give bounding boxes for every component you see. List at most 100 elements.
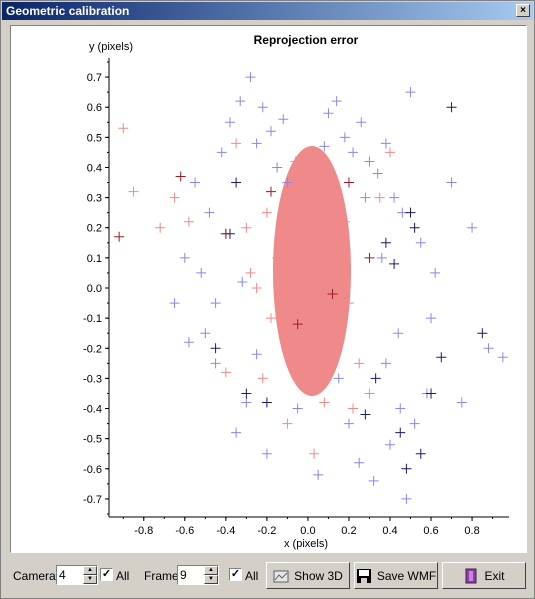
camera-all-label: All: [116, 569, 130, 583]
frame-down-button[interactable]: ▼: [204, 575, 218, 584]
exit-button[interactable]: Exit: [442, 562, 526, 589]
dense-error-cluster: [273, 146, 351, 396]
data-point: [313, 469, 324, 480]
data-point: [265, 186, 276, 197]
data-point: [467, 222, 478, 233]
frame-up-button[interactable]: ▲: [204, 566, 218, 575]
data-point: [282, 177, 293, 188]
x-axis-label: x (pixels): [284, 538, 328, 550]
data-point: [265, 313, 276, 324]
data-point: [415, 448, 426, 459]
data-point: [343, 177, 354, 188]
data-point: [426, 388, 437, 399]
data-point: [446, 102, 457, 113]
y-tick-label: -0.5: [83, 434, 102, 446]
data-point: [231, 138, 242, 149]
camera-down-button[interactable]: ▼: [83, 575, 97, 584]
data-point: [155, 222, 166, 233]
save-icon: [356, 568, 371, 583]
data-point: [224, 117, 235, 128]
data-point: [497, 352, 508, 363]
camera-all-checkbox[interactable]: ✓: [100, 568, 113, 581]
data-point: [409, 418, 420, 429]
frame-all-checkbox[interactable]: ✓: [229, 568, 242, 581]
data-point: [196, 267, 207, 278]
data-point: [292, 403, 303, 414]
y-tick-label: 0.5: [87, 132, 102, 144]
camera-up-button[interactable]: ▲: [83, 566, 97, 575]
save-wmf-label: Save WMF: [376, 568, 437, 583]
data-point: [175, 171, 186, 182]
show-3d-button[interactable]: Show 3D: [266, 562, 350, 589]
title-bar[interactable]: Geometric calibration ×: [2, 2, 533, 20]
y-tick-label: -0.6: [83, 464, 102, 476]
y-tick-label: -0.4: [83, 404, 102, 416]
x-tick-label: 0.4: [382, 525, 397, 537]
y-tick-label: -0.7: [83, 494, 102, 506]
data-point: [376, 252, 387, 263]
data-point: [241, 397, 252, 408]
save-wmf-button[interactable]: Save WMF: [354, 562, 438, 589]
data-point: [309, 448, 320, 459]
reprojection-error-chart: Reprojection error y (pixels) x (pixels)…: [83, 33, 509, 550]
data-point: [405, 87, 416, 98]
data-points: [114, 72, 508, 504]
data-point: [257, 373, 268, 384]
show-3d-label: Show 3D: [294, 568, 343, 583]
data-point: [251, 283, 262, 293]
data-point: [282, 298, 293, 309]
data-point: [331, 96, 342, 107]
camera-input[interactable]: [59, 567, 83, 582]
data-point: [220, 228, 231, 239]
data-point: [251, 138, 262, 149]
data-point: [343, 418, 354, 429]
data-point: [274, 246, 285, 257]
frame-label: Frame:: [144, 569, 183, 583]
data-point: [364, 252, 375, 263]
data-point: [354, 457, 365, 468]
data-point: [251, 349, 262, 360]
y-tick-label: -0.1: [83, 313, 102, 325]
data-point: [200, 328, 211, 339]
exit-door-icon: [465, 568, 477, 583]
y-tick-label: 0.6: [87, 102, 102, 114]
data-point: [278, 222, 289, 233]
data-point: [446, 177, 457, 188]
data-point: [395, 427, 406, 438]
y-tick-label: 0.7: [87, 72, 102, 84]
close-button[interactable]: ×: [516, 4, 530, 17]
plot-panel: Reprojection error y (pixels) x (pixels)…: [10, 25, 527, 553]
data-point: [319, 198, 330, 209]
data-point: [456, 397, 467, 408]
frame-spinner[interactable]: ▲ ▼: [177, 565, 219, 585]
data-point: [292, 192, 303, 203]
data-point: [356, 117, 367, 128]
x-tick-label: -0.4: [216, 525, 235, 537]
data-point: [380, 358, 391, 369]
camera-spinner[interactable]: ▲ ▼: [56, 565, 98, 585]
x-tick-label: 0.2: [341, 525, 356, 537]
data-point: [231, 427, 242, 438]
data-point: [241, 222, 252, 233]
frame-input[interactable]: [180, 567, 204, 582]
y-tick-label: 0.4: [87, 162, 102, 174]
data-point: [319, 141, 330, 152]
data-point: [278, 114, 289, 125]
data-point: [339, 132, 350, 143]
data-point: [380, 237, 391, 248]
show-3d-icon: [273, 570, 289, 582]
y-tick-label: 0.3: [87, 193, 102, 205]
data-point: [430, 267, 441, 278]
data-point: [204, 207, 215, 218]
data-point: [216, 147, 227, 158]
data-point: [343, 298, 354, 309]
data-point: [183, 337, 194, 348]
data-point: [261, 207, 272, 218]
data-point: [210, 358, 221, 369]
data-point: [360, 192, 371, 203]
data-point: [128, 186, 139, 197]
data-point: [384, 147, 395, 158]
data-point: [426, 313, 437, 324]
exit-label: Exit: [484, 568, 505, 583]
